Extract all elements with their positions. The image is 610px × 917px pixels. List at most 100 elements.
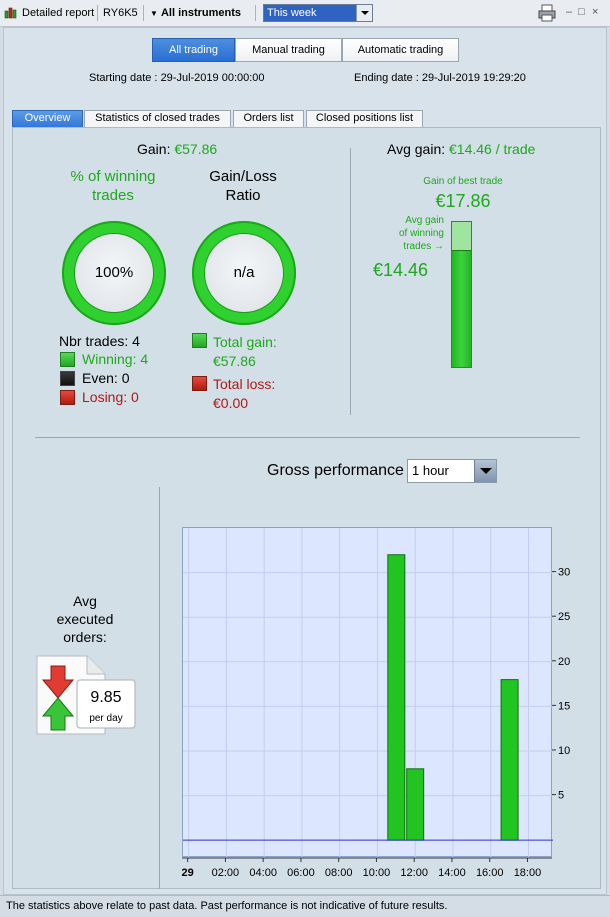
winning-title-line1: % of winning (70, 168, 156, 185)
instruments-dropdown[interactable]: ▼ All instruments (150, 6, 241, 21)
total-gain-label: Total gain: (213, 334, 277, 350)
avg-gain-value: €14.46 / trade (449, 141, 536, 157)
avg-winning-value: €14.46 (373, 260, 429, 280)
y-tick-label: 15 (558, 700, 570, 712)
gain-label: Gain: (137, 141, 171, 157)
tab-statistics-closed-trades[interactable]: Statistics of closed trades (84, 110, 231, 127)
total-gain-swatch (192, 333, 207, 348)
period-select[interactable]: This week (263, 4, 373, 22)
divider (350, 148, 351, 415)
winning-title-line2: trades (92, 187, 134, 204)
x-tick-label: 29 (182, 867, 194, 879)
even-count: Even: 0 (82, 370, 130, 386)
best-trade-value: €17.86 (435, 191, 491, 211)
x-tick-label: 12:00 (400, 867, 428, 879)
all-trading-button[interactable]: All trading (152, 38, 235, 62)
avg-orders-title-line1: Avg (73, 593, 97, 609)
interval-select[interactable]: 1 hour (407, 459, 497, 483)
total-loss: Total loss: €0.00 (213, 375, 275, 413)
separator (143, 5, 144, 21)
gain-summary: Gain: €57.86 (137, 141, 217, 157)
ratio-title: Gain/Loss Ratio (183, 167, 303, 205)
avg-winning-label-line3: trades → (364, 240, 444, 253)
report-title: Detailed report (22, 7, 95, 19)
disclaimer-footer: The statistics above relate to past data… (0, 895, 610, 917)
separator (97, 5, 98, 21)
y-tick-label: 5 (558, 790, 564, 802)
avg-orders-title-line3: orders: (63, 629, 107, 645)
report-icon (4, 7, 17, 19)
tab-closed-positions[interactable]: Closed positions list (306, 110, 423, 127)
automatic-trading-button[interactable]: Automatic trading (342, 38, 459, 62)
total-loss-swatch (192, 376, 207, 391)
report-panel: All trading Manual trading Automatic tra… (3, 27, 607, 895)
total-loss-label: Total loss: (213, 376, 276, 392)
gain-bar (451, 221, 472, 368)
divider (35, 437, 580, 438)
x-tick-label: 06:00 (287, 867, 315, 879)
winning-title: % of winning trades (53, 167, 173, 205)
ratio-ring: n/a (192, 221, 296, 325)
even-swatch (60, 371, 75, 386)
total-gain-value: €57.86 (213, 353, 256, 369)
avg-winning-label: Avg gain of winning trades → (364, 214, 444, 253)
orders-icon (36, 655, 136, 735)
starting-date-value: 29-Jul-2019 00:00:00 (160, 72, 265, 84)
x-tick-label: 16:00 (476, 867, 504, 879)
ratio-title-line2: Ratio (225, 187, 261, 204)
y-tick-label: 30 (558, 567, 570, 579)
arrow-right-icon: → (434, 241, 444, 252)
chevron-down-icon[interactable] (474, 460, 496, 482)
y-tick-label: 20 (558, 656, 570, 668)
gain-bar-fill (452, 249, 471, 367)
avg-orders-unit: per day (89, 713, 123, 724)
x-tick-label: 14:00 (438, 867, 466, 879)
avg-gain-summary: Avg gain: €14.46 / trade (387, 141, 535, 157)
divider (159, 487, 160, 889)
y-tick-label: 25 (558, 611, 570, 623)
minimize-icon[interactable]: – (566, 6, 573, 18)
losing-count: Losing: 0 (82, 389, 139, 405)
avg-orders-title: Avg executed orders: (35, 592, 135, 646)
chevron-down-icon[interactable] (356, 5, 372, 21)
ending-date: Ending date : 29-Jul-2019 19:29:20 (354, 72, 526, 84)
account-id[interactable]: RY6K5 (103, 7, 138, 19)
avg-winning-label-text: trades (403, 241, 432, 252)
gross-performance-title: Gross performance (267, 462, 404, 479)
interval-value: 1 hour (412, 463, 449, 478)
winning-percent: 100% (75, 234, 153, 312)
gross-performance-chart (182, 527, 553, 858)
nbr-trades: Nbr trades: 4 (59, 333, 140, 349)
chart-plot (183, 528, 553, 858)
ending-date-label: Ending date : (354, 72, 419, 84)
print-icon[interactable] (537, 4, 557, 22)
tab-overview[interactable]: Overview (12, 110, 83, 127)
maximize-icon[interactable]: □ (578, 6, 585, 18)
close-icon[interactable]: × (592, 6, 599, 18)
x-tick-label: 18:00 (514, 867, 542, 879)
starting-date-label: Starting date : (89, 72, 158, 84)
separator (255, 5, 256, 21)
ending-date-value: 29-Jul-2019 19:29:20 (421, 72, 526, 84)
x-tick-label: 04:00 (249, 867, 277, 879)
tab-orders-list[interactable]: Orders list (233, 110, 304, 127)
title-bar: Detailed report RY6K5 ▼ All instruments … (0, 0, 610, 27)
avg-orders-title-line2: executed (56, 611, 114, 627)
x-tick-label: 10:00 (363, 867, 391, 879)
overview-content: Gain: €57.86 % of winning trades 100% Ga… (12, 127, 601, 889)
gain-value: €57.86 (174, 141, 218, 157)
starting-date: Starting date : 29-Jul-2019 00:00:00 (89, 72, 265, 84)
ratio-title-line1: Gain/Loss (209, 168, 277, 185)
x-tick-label: 02:00 (212, 867, 240, 879)
total-loss-value: €0.00 (213, 395, 249, 411)
winning-count: Winning: 4 (82, 351, 149, 367)
y-tick-label: 10 (558, 745, 570, 757)
winning-ring: 100% (62, 221, 166, 325)
avg-gain-label: Avg gain: (387, 141, 446, 157)
best-trade-label: Gain of best trade (423, 176, 503, 187)
total-gain: Total gain: €57.86 (213, 333, 277, 371)
manual-trading-button[interactable]: Manual trading (235, 38, 342, 62)
avg-winning-label-line2: of winning (398, 228, 444, 239)
chevron-down-icon: ▼ (150, 9, 158, 18)
losing-swatch (60, 390, 75, 405)
